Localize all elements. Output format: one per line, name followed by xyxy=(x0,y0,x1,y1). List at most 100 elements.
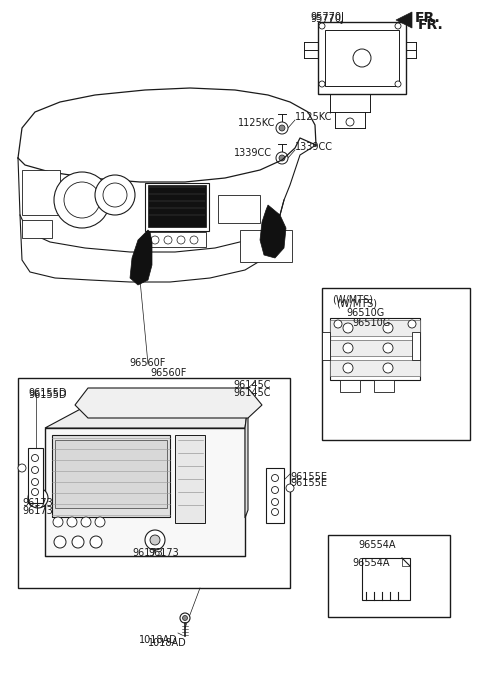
Circle shape xyxy=(190,236,198,244)
Circle shape xyxy=(28,488,48,508)
Bar xyxy=(322,288,470,440)
Text: 96510G: 96510G xyxy=(346,308,384,318)
Circle shape xyxy=(286,484,294,492)
Circle shape xyxy=(33,493,43,503)
Circle shape xyxy=(383,323,393,333)
Circle shape xyxy=(408,320,416,328)
Circle shape xyxy=(150,535,160,545)
Text: 95770J: 95770J xyxy=(310,14,344,24)
Text: 1339CC: 1339CC xyxy=(234,148,272,158)
Polygon shape xyxy=(45,405,248,428)
Circle shape xyxy=(279,125,285,131)
Bar xyxy=(322,332,330,360)
Text: 96560F: 96560F xyxy=(150,368,186,378)
Text: 96510G: 96510G xyxy=(352,318,390,328)
Polygon shape xyxy=(396,12,412,28)
Bar xyxy=(45,428,245,556)
Text: 1018AD: 1018AD xyxy=(148,638,187,648)
Circle shape xyxy=(32,489,38,496)
Bar xyxy=(148,232,206,247)
Text: (W/MTS): (W/MTS) xyxy=(336,298,377,308)
Circle shape xyxy=(353,49,371,67)
Bar xyxy=(18,378,290,588)
Circle shape xyxy=(90,536,102,548)
Text: 96554A: 96554A xyxy=(352,558,389,568)
Bar xyxy=(22,220,52,238)
Circle shape xyxy=(151,236,159,244)
Bar xyxy=(148,185,206,227)
Circle shape xyxy=(54,536,66,548)
Circle shape xyxy=(180,613,190,623)
Circle shape xyxy=(81,517,91,527)
Bar xyxy=(340,380,360,392)
Circle shape xyxy=(383,343,393,353)
Bar xyxy=(55,440,167,508)
Bar xyxy=(28,448,43,503)
Bar xyxy=(412,332,420,360)
Circle shape xyxy=(103,183,127,207)
Circle shape xyxy=(177,236,185,244)
Bar xyxy=(22,170,60,215)
Circle shape xyxy=(32,479,38,486)
Text: 1125KC: 1125KC xyxy=(295,112,332,122)
Text: 96173: 96173 xyxy=(148,548,179,558)
Bar xyxy=(325,30,399,86)
Circle shape xyxy=(95,175,135,215)
Text: FR.: FR. xyxy=(415,11,441,25)
Circle shape xyxy=(272,475,278,482)
Text: 96155E: 96155E xyxy=(290,472,327,482)
Text: 96173: 96173 xyxy=(22,498,53,508)
Polygon shape xyxy=(260,205,286,258)
Text: FR.: FR. xyxy=(418,18,444,32)
Circle shape xyxy=(343,363,353,373)
Circle shape xyxy=(395,81,401,87)
Bar xyxy=(330,320,420,336)
Text: 1339CC: 1339CC xyxy=(295,142,333,152)
Text: 96145C: 96145C xyxy=(233,388,271,398)
Circle shape xyxy=(272,498,278,505)
Bar xyxy=(318,22,406,94)
Text: 95770J: 95770J xyxy=(310,12,344,22)
Circle shape xyxy=(18,464,26,472)
Polygon shape xyxy=(75,388,262,418)
Circle shape xyxy=(95,517,105,527)
Circle shape xyxy=(276,122,288,134)
Circle shape xyxy=(67,517,77,527)
Text: 96560F: 96560F xyxy=(130,358,166,368)
Text: 1018AD: 1018AD xyxy=(139,635,178,645)
Circle shape xyxy=(346,118,354,126)
Circle shape xyxy=(164,236,172,244)
Circle shape xyxy=(64,182,100,218)
Circle shape xyxy=(32,454,38,461)
Text: (W/MTS): (W/MTS) xyxy=(332,294,373,304)
Bar xyxy=(362,558,410,600)
Circle shape xyxy=(32,466,38,473)
Circle shape xyxy=(383,363,393,373)
Bar xyxy=(145,183,209,231)
Bar xyxy=(266,468,284,523)
Circle shape xyxy=(182,616,188,621)
Circle shape xyxy=(272,509,278,516)
Bar xyxy=(330,340,420,356)
Bar xyxy=(218,195,260,223)
Circle shape xyxy=(276,152,288,164)
Circle shape xyxy=(272,487,278,493)
Circle shape xyxy=(145,530,165,550)
Circle shape xyxy=(334,320,342,328)
Text: 96173: 96173 xyxy=(132,548,163,558)
Text: 96173: 96173 xyxy=(22,506,53,516)
Bar xyxy=(328,535,450,617)
Bar xyxy=(175,435,205,523)
Polygon shape xyxy=(130,230,152,285)
Circle shape xyxy=(53,517,63,527)
Bar xyxy=(330,318,420,380)
Text: 96155D: 96155D xyxy=(28,388,67,398)
Bar xyxy=(330,360,420,376)
Polygon shape xyxy=(245,405,248,518)
Text: 96155E: 96155E xyxy=(290,478,327,488)
Circle shape xyxy=(72,536,84,548)
Bar xyxy=(52,435,170,517)
Text: 1125KC: 1125KC xyxy=(238,118,276,128)
Circle shape xyxy=(343,343,353,353)
Circle shape xyxy=(54,172,110,228)
